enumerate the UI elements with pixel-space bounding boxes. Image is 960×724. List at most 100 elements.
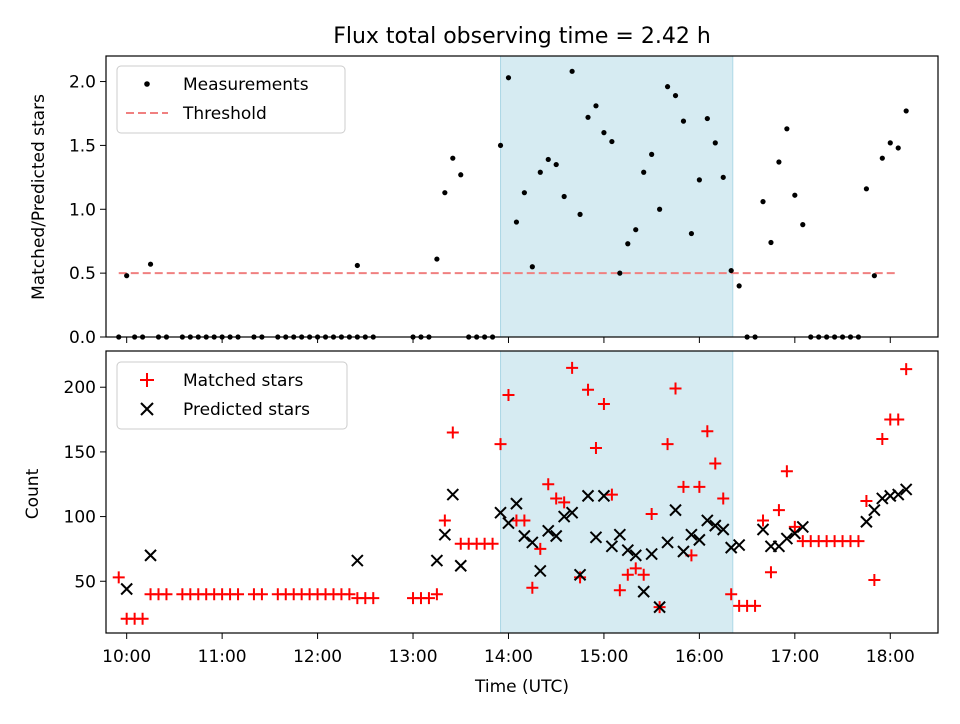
measurement-point bbox=[553, 161, 559, 168]
measurement-point bbox=[863, 186, 870, 192]
count-x-tick-label: 12:00 bbox=[293, 647, 342, 667]
matched-stars-point bbox=[422, 592, 435, 605]
measurement-point bbox=[561, 193, 567, 200]
matched-stars-point bbox=[582, 383, 595, 396]
measurement-point bbox=[800, 222, 806, 228]
ratio-plot-area: 0.0 0.5 1.0 1.5 2.0 bbox=[69, 55, 939, 348]
legend-measurements-label: Measurements bbox=[183, 75, 309, 95]
matched-stars-point bbox=[534, 542, 547, 555]
predicted-stars-point bbox=[685, 528, 698, 541]
predicted-stars-point bbox=[661, 536, 674, 549]
measurement-point bbox=[617, 270, 623, 276]
measurement-point bbox=[728, 267, 734, 274]
matched-stars-point bbox=[438, 514, 451, 527]
count-x-tick-label: 13:00 bbox=[389, 647, 438, 667]
figure-title: Flux total observing time = 2.42 h bbox=[333, 24, 711, 49]
predicted-stars-point bbox=[454, 559, 467, 572]
matched-stars-point bbox=[645, 507, 658, 520]
matched-stars-point bbox=[764, 566, 777, 579]
count-x-tick-label: 10:00 bbox=[102, 647, 151, 667]
matched-stars-point bbox=[343, 588, 356, 601]
matched-stars-point bbox=[550, 492, 563, 505]
predicted-stars-point bbox=[677, 545, 690, 558]
matched-stars-point bbox=[876, 432, 889, 445]
predicted-stars-point bbox=[120, 582, 133, 596]
measurement-point bbox=[513, 219, 520, 225]
predicted-stars-point bbox=[860, 515, 873, 528]
predicted-stars-point bbox=[796, 520, 809, 534]
matched-stars-point bbox=[661, 438, 674, 451]
measurement-point bbox=[537, 169, 543, 175]
predicted-stars-point bbox=[446, 488, 460, 501]
predicted-stars-point bbox=[701, 514, 714, 527]
legend-matched-label: Matched stars bbox=[183, 371, 303, 391]
measurement-point bbox=[768, 239, 774, 246]
predicted-stars-point bbox=[557, 510, 571, 523]
ratio-observing-window bbox=[500, 55, 734, 338]
predicted-stars-point bbox=[518, 529, 531, 543]
matched-stars-point bbox=[772, 504, 785, 517]
matched-stars-point bbox=[542, 478, 555, 491]
measurement-point bbox=[649, 151, 655, 157]
predicted-stars-point bbox=[510, 497, 523, 510]
predicted-stars-point bbox=[534, 564, 547, 578]
matched-stars-point bbox=[780, 465, 793, 478]
measurement-point bbox=[450, 155, 456, 161]
predicted-stars-point bbox=[542, 524, 555, 538]
predicted-stars-point bbox=[494, 506, 507, 519]
measurement-point bbox=[585, 114, 591, 120]
legend-predicted-label: Predicted stars bbox=[183, 400, 310, 420]
measurement-point bbox=[124, 273, 130, 279]
predicted-stars-point bbox=[788, 527, 802, 540]
measurement-point bbox=[633, 227, 639, 233]
predicted-stars-point bbox=[549, 529, 563, 543]
count-x-tick-label: 18:00 bbox=[866, 647, 915, 667]
measurement-point bbox=[712, 140, 718, 146]
legend-matched-marker bbox=[140, 373, 154, 387]
matched-stars-point bbox=[486, 537, 499, 550]
measurement-point bbox=[442, 190, 448, 196]
measurement-point bbox=[903, 108, 909, 114]
ratio-panel: 0.00.51.01.52.0 Matched/Predicted stars … bbox=[29, 55, 939, 348]
measurement-point bbox=[680, 118, 687, 124]
measurement-point bbox=[601, 130, 607, 136]
measurement-point bbox=[354, 262, 360, 269]
matched-stars-point bbox=[868, 573, 881, 586]
matched-stars-point bbox=[160, 588, 173, 601]
measurement-point bbox=[664, 84, 671, 90]
matched-stars-point bbox=[637, 568, 650, 581]
matched-stars-point bbox=[112, 571, 125, 584]
count-x-tick-label: 11:00 bbox=[198, 647, 247, 667]
count-x-tick-label: 16:00 bbox=[675, 647, 724, 667]
count-y-axis-label: Count bbox=[23, 468, 43, 519]
matched-stars-point bbox=[757, 514, 770, 527]
count-axes-frame bbox=[105, 350, 939, 634]
measurement-point bbox=[792, 192, 798, 198]
predicted-stars-point bbox=[653, 600, 666, 614]
matched-stars-point bbox=[494, 438, 507, 451]
matched-stars-point bbox=[566, 361, 579, 374]
predicted-stars-point bbox=[669, 503, 682, 517]
measurement-point bbox=[879, 155, 885, 161]
measurement-point bbox=[696, 177, 702, 183]
legend-measurements-marker bbox=[144, 81, 150, 87]
predicted-stars-point bbox=[645, 547, 658, 561]
measurement-point bbox=[784, 126, 790, 132]
predicted-stars-point bbox=[613, 528, 627, 541]
count-plot-area: 50 100 150 200 10:00 11:00 12:00 13:00 14:00 15:0… bbox=[64, 350, 939, 667]
matched-stars-point bbox=[589, 442, 602, 455]
predicted-stars-point bbox=[876, 492, 889, 505]
matched-stars-point bbox=[621, 568, 634, 581]
measurement-point bbox=[871, 273, 877, 279]
predicted-stars-point bbox=[589, 531, 603, 544]
predicted-stars-point bbox=[756, 523, 770, 536]
count-y-tick-label: 150 bbox=[64, 443, 96, 463]
measurement-point bbox=[593, 103, 599, 109]
matched-stars-point bbox=[518, 514, 531, 527]
measurement-point bbox=[625, 241, 631, 247]
measurement-point bbox=[434, 256, 440, 262]
measurement-point bbox=[529, 264, 535, 270]
matched-stars-point bbox=[526, 581, 539, 594]
ratio-legend: Measurements Threshold bbox=[116, 65, 346, 134]
